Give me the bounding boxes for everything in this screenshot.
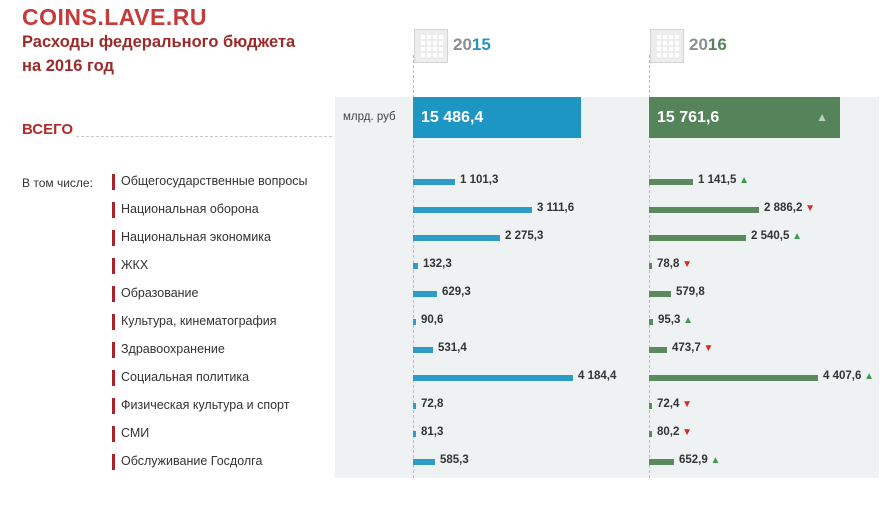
bar-2016 xyxy=(649,179,693,185)
up-arrow-icon: ▲ xyxy=(736,175,750,186)
value-label-2015: 90,6 xyxy=(421,314,444,326)
category-label: Социальная политика xyxy=(121,370,250,384)
bar-2016 xyxy=(649,291,671,297)
value-label-2015: 81,3 xyxy=(421,426,444,438)
down-arrow-icon: ▼ xyxy=(679,399,693,410)
calendar-icon xyxy=(650,29,684,63)
category-label: ЖКХ xyxy=(121,258,149,272)
category-marker xyxy=(112,426,115,442)
bar-2015 xyxy=(413,431,416,437)
bar-2015 xyxy=(413,179,455,185)
value-label-2016: 2 540,5 ▲ xyxy=(751,230,803,242)
bar-2015 xyxy=(413,207,532,213)
up-arrow-icon: ▲ xyxy=(707,455,721,466)
up-arrow-icon: ▲ xyxy=(861,371,875,382)
bar-2015 xyxy=(413,291,437,297)
bar-2016 xyxy=(649,375,818,381)
total-bar-2016: 15 761,6 ▲ xyxy=(649,97,840,138)
value-label-2015: 531,4 xyxy=(438,342,467,354)
category-label: Физическая культура и спорт xyxy=(121,398,290,412)
chart-panel xyxy=(335,97,879,478)
title-line-1: Расходы федерального бюджета xyxy=(22,33,296,51)
value-label-2015: 3 111,6 xyxy=(537,202,575,214)
chart-title: Расходы федерального бюджета на 2016 год xyxy=(22,30,295,78)
value-label-2016: 78,8 ▼ xyxy=(657,258,693,270)
bar-2015 xyxy=(413,375,573,381)
category-label: СМИ xyxy=(121,426,150,440)
bar-2016 xyxy=(649,347,667,353)
category-marker xyxy=(112,202,115,218)
category-label: Обслуживание Госдолга xyxy=(121,454,263,468)
category-marker xyxy=(112,174,115,190)
value-label-2015: 72,8 xyxy=(421,398,444,410)
down-arrow-icon: ▼ xyxy=(679,427,693,438)
total-label: ВСЕГО xyxy=(22,121,74,138)
bar-2015 xyxy=(413,403,416,409)
category-label: Национальная экономика xyxy=(121,230,271,244)
up-arrow-icon: ▲ xyxy=(680,315,694,326)
category-label: Здравоохранение xyxy=(121,342,225,356)
year-2015-header: 2015 xyxy=(453,35,491,54)
category-label: Национальная оборона xyxy=(121,202,259,216)
title-line-2: на 2016 год xyxy=(22,57,115,75)
category-marker xyxy=(112,342,115,358)
bar-2016 xyxy=(649,235,746,241)
total-value-2016: 15 761,6 xyxy=(657,109,720,126)
bar-2015 xyxy=(413,235,500,241)
total-bar-2015: 15 486,4 xyxy=(413,97,581,138)
value-label-2016: 80,2 ▼ xyxy=(657,426,693,438)
bar-2015 xyxy=(413,347,433,353)
watermark: COINS.LAVE.RU xyxy=(22,4,207,30)
value-label-2016: 652,9 ▲ xyxy=(679,454,721,466)
bar-2016 xyxy=(649,207,759,213)
category-marker xyxy=(112,398,115,414)
year-2016-header: 2016 xyxy=(689,35,727,54)
down-arrow-icon: ▼ xyxy=(700,343,714,354)
category-marker xyxy=(112,370,115,386)
value-label-2016: 4 407,6 ▲ xyxy=(823,370,875,382)
category-label: Культура, кинематография xyxy=(121,314,277,328)
category-marker xyxy=(112,314,115,330)
up-arrow-icon: ▲ xyxy=(789,231,803,242)
bar-2016 xyxy=(649,319,653,325)
category-marker xyxy=(112,454,115,470)
value-label-2016: 1 141,5 ▲ xyxy=(698,174,750,186)
category-label: Общегосударственные вопросы xyxy=(121,174,308,188)
bar-2015 xyxy=(413,263,418,269)
down-arrow-icon: ▼ xyxy=(679,259,693,270)
category-label: Образование xyxy=(121,286,199,300)
value-label-2016: 2 886,2 ▼ xyxy=(764,202,816,214)
value-label-2016: 95,3 ▲ xyxy=(658,314,694,326)
category-marker xyxy=(112,230,115,246)
down-arrow-icon: ▼ xyxy=(802,203,816,214)
value-label-2015: 1 101,3 xyxy=(460,174,499,186)
value-label-2015: 585,3 xyxy=(440,454,469,466)
value-label-2016: 72,4 ▼ xyxy=(657,398,693,410)
category-marker xyxy=(112,286,115,302)
category-marker xyxy=(112,258,115,274)
up-arrow-icon: ▲ xyxy=(816,110,828,124)
calendar-icon xyxy=(414,29,448,63)
total-leader-line xyxy=(76,136,332,137)
bar-2016 xyxy=(649,431,652,437)
bar-2016 xyxy=(649,263,652,269)
including-label: В том числе: xyxy=(22,176,93,190)
unit-label: млрд. руб xyxy=(343,111,396,123)
bar-2015 xyxy=(413,319,416,325)
bar-2016 xyxy=(649,459,674,465)
bar-2015 xyxy=(413,459,435,465)
value-label-2016: 473,7 ▼ xyxy=(672,342,714,354)
total-value-2015: 15 486,4 xyxy=(421,109,484,126)
value-label-2015: 4 184,4 xyxy=(578,370,617,382)
value-label-2015: 132,3 xyxy=(423,258,452,270)
value-label-2016: 579,8 xyxy=(676,286,705,298)
value-label-2015: 629,3 xyxy=(442,286,471,298)
bar-2016 xyxy=(649,403,652,409)
value-label-2015: 2 275,3 xyxy=(505,230,544,242)
